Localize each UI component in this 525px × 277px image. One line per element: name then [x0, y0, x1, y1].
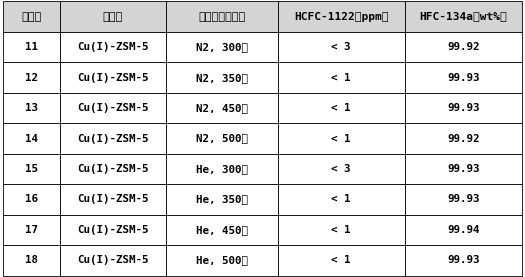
Bar — [405, 1, 522, 32]
Bar — [278, 1, 405, 32]
Bar — [60, 32, 166, 62]
Text: He, 500℃: He, 500℃ — [196, 255, 248, 265]
Text: N2, 350℃: N2, 350℃ — [196, 73, 248, 83]
Bar — [166, 215, 278, 245]
Bar — [60, 154, 166, 184]
Bar — [405, 215, 522, 245]
Text: 14: 14 — [25, 134, 38, 143]
Text: 12: 12 — [25, 73, 38, 83]
Text: < 1: < 1 — [331, 194, 351, 204]
Text: < 3: < 3 — [331, 42, 351, 52]
Bar — [166, 245, 278, 276]
Bar — [405, 93, 522, 123]
Text: Cu(I)-ZSM-5: Cu(I)-ZSM-5 — [77, 73, 149, 83]
Text: 15: 15 — [25, 164, 38, 174]
Text: 99.93: 99.93 — [447, 164, 480, 174]
Bar — [3, 215, 60, 245]
Bar — [3, 62, 60, 93]
Bar — [278, 184, 405, 215]
Bar — [405, 123, 522, 154]
Text: 16: 16 — [25, 194, 38, 204]
Bar — [166, 1, 278, 32]
Text: < 1: < 1 — [331, 134, 351, 143]
Bar — [405, 154, 522, 184]
Bar — [278, 62, 405, 93]
Text: < 1: < 1 — [331, 255, 351, 265]
Text: 18: 18 — [25, 255, 38, 265]
Text: 99.93: 99.93 — [447, 194, 480, 204]
Bar — [278, 215, 405, 245]
Bar — [60, 1, 166, 32]
Bar — [278, 32, 405, 62]
Bar — [60, 62, 166, 93]
Text: HFC-134a（wt%）: HFC-134a（wt%） — [419, 12, 507, 22]
Text: 17: 17 — [25, 225, 38, 235]
Text: Cu(I)-ZSM-5: Cu(I)-ZSM-5 — [77, 225, 149, 235]
Text: 99.92: 99.92 — [447, 134, 480, 143]
Bar — [278, 93, 405, 123]
Text: < 1: < 1 — [331, 73, 351, 83]
Text: 实施例: 实施例 — [21, 12, 41, 22]
Bar — [166, 32, 278, 62]
Text: 99.93: 99.93 — [447, 255, 480, 265]
Bar — [405, 62, 522, 93]
Text: 99.92: 99.92 — [447, 42, 480, 52]
Bar — [278, 154, 405, 184]
Bar — [3, 154, 60, 184]
Bar — [166, 154, 278, 184]
Text: < 1: < 1 — [331, 103, 351, 113]
Bar — [278, 245, 405, 276]
Bar — [405, 32, 522, 62]
Bar — [60, 93, 166, 123]
Text: < 3: < 3 — [331, 164, 351, 174]
Bar — [3, 184, 60, 215]
Text: N2, 500℃: N2, 500℃ — [196, 134, 248, 143]
Text: Cu(I)-ZSM-5: Cu(I)-ZSM-5 — [77, 164, 149, 174]
Bar — [60, 184, 166, 215]
Text: Cu(I)-ZSM-5: Cu(I)-ZSM-5 — [77, 42, 149, 52]
Bar — [3, 245, 60, 276]
Bar — [60, 245, 166, 276]
Bar — [60, 123, 166, 154]
Text: 11: 11 — [25, 42, 38, 52]
Bar — [278, 123, 405, 154]
Bar — [166, 93, 278, 123]
Text: N2, 450℃: N2, 450℃ — [196, 103, 248, 113]
Text: 吸附剂: 吸附剂 — [103, 12, 123, 22]
Text: Cu(I)-ZSM-5: Cu(I)-ZSM-5 — [77, 103, 149, 113]
Bar — [166, 123, 278, 154]
Text: Cu(I)-ZSM-5: Cu(I)-ZSM-5 — [77, 255, 149, 265]
Bar — [166, 184, 278, 215]
Bar — [3, 32, 60, 62]
Text: N2, 300℃: N2, 300℃ — [196, 42, 248, 52]
Text: He, 350℃: He, 350℃ — [196, 194, 248, 204]
Bar — [166, 62, 278, 93]
Text: Cu(I)-ZSM-5: Cu(I)-ZSM-5 — [77, 134, 149, 143]
Bar — [3, 93, 60, 123]
Text: He, 300℃: He, 300℃ — [196, 164, 248, 174]
Text: 惰性气体，温度: 惰性气体，温度 — [198, 12, 245, 22]
Bar — [405, 245, 522, 276]
Bar — [405, 184, 522, 215]
Text: 99.94: 99.94 — [447, 225, 480, 235]
Text: 99.93: 99.93 — [447, 73, 480, 83]
Bar — [3, 123, 60, 154]
Bar — [60, 215, 166, 245]
Text: 13: 13 — [25, 103, 38, 113]
Text: Cu(I)-ZSM-5: Cu(I)-ZSM-5 — [77, 194, 149, 204]
Text: < 1: < 1 — [331, 225, 351, 235]
Text: HCFC-1122（ppm）: HCFC-1122（ppm） — [294, 12, 388, 22]
Text: 99.93: 99.93 — [447, 103, 480, 113]
Bar — [3, 1, 60, 32]
Text: He, 450℃: He, 450℃ — [196, 225, 248, 235]
